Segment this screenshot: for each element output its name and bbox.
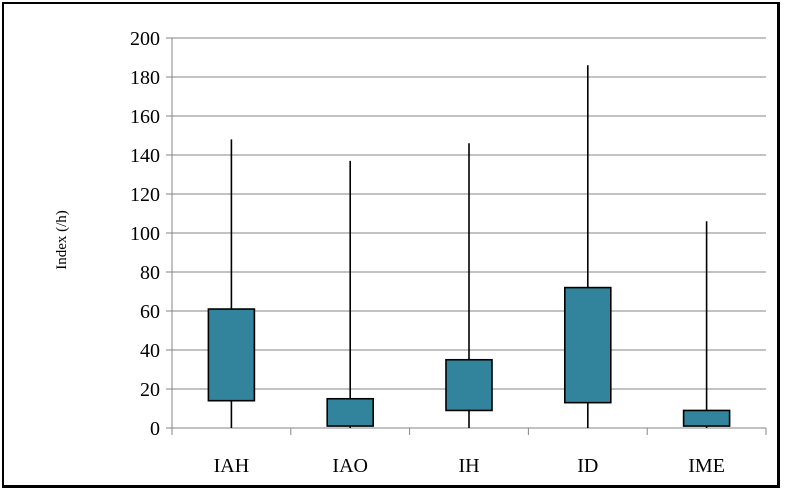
y-tick-label: 200 bbox=[130, 28, 160, 50]
y-tick-label: 20 bbox=[140, 379, 160, 401]
y-tick-label: 60 bbox=[140, 301, 160, 323]
box-series bbox=[207, 65, 731, 428]
box-iao bbox=[326, 397, 375, 427]
x-tick-label: IME bbox=[688, 455, 725, 477]
x-tick-label: IAO bbox=[332, 455, 368, 477]
x-tick-labels: IAH IAO IH ID IME bbox=[214, 455, 725, 477]
y-tick-label: 100 bbox=[130, 223, 160, 245]
box-ime bbox=[682, 409, 731, 427]
y-tick-label: 180 bbox=[130, 67, 160, 89]
box-iah bbox=[207, 308, 256, 402]
y-axis-label: Index (/h) bbox=[54, 210, 70, 270]
x-tick-label: ID bbox=[577, 455, 598, 477]
y-tick-label: 140 bbox=[130, 145, 160, 167]
x-tick-label: IAH bbox=[214, 455, 250, 477]
y-tick-label: 0 bbox=[150, 418, 160, 440]
y-tick-label: 160 bbox=[130, 106, 160, 128]
y-tick-labels: 0 20 40 60 80 100 120 140 160 180 200 bbox=[130, 28, 160, 440]
chart-frame bbox=[2, 2, 780, 488]
box-ih bbox=[445, 358, 493, 412]
y-tick-label: 80 bbox=[140, 262, 160, 284]
box-id bbox=[563, 286, 612, 404]
y-tick-label: 120 bbox=[130, 184, 160, 206]
x-tick-label: IH bbox=[458, 455, 479, 477]
y-tick-label: 40 bbox=[140, 340, 160, 362]
